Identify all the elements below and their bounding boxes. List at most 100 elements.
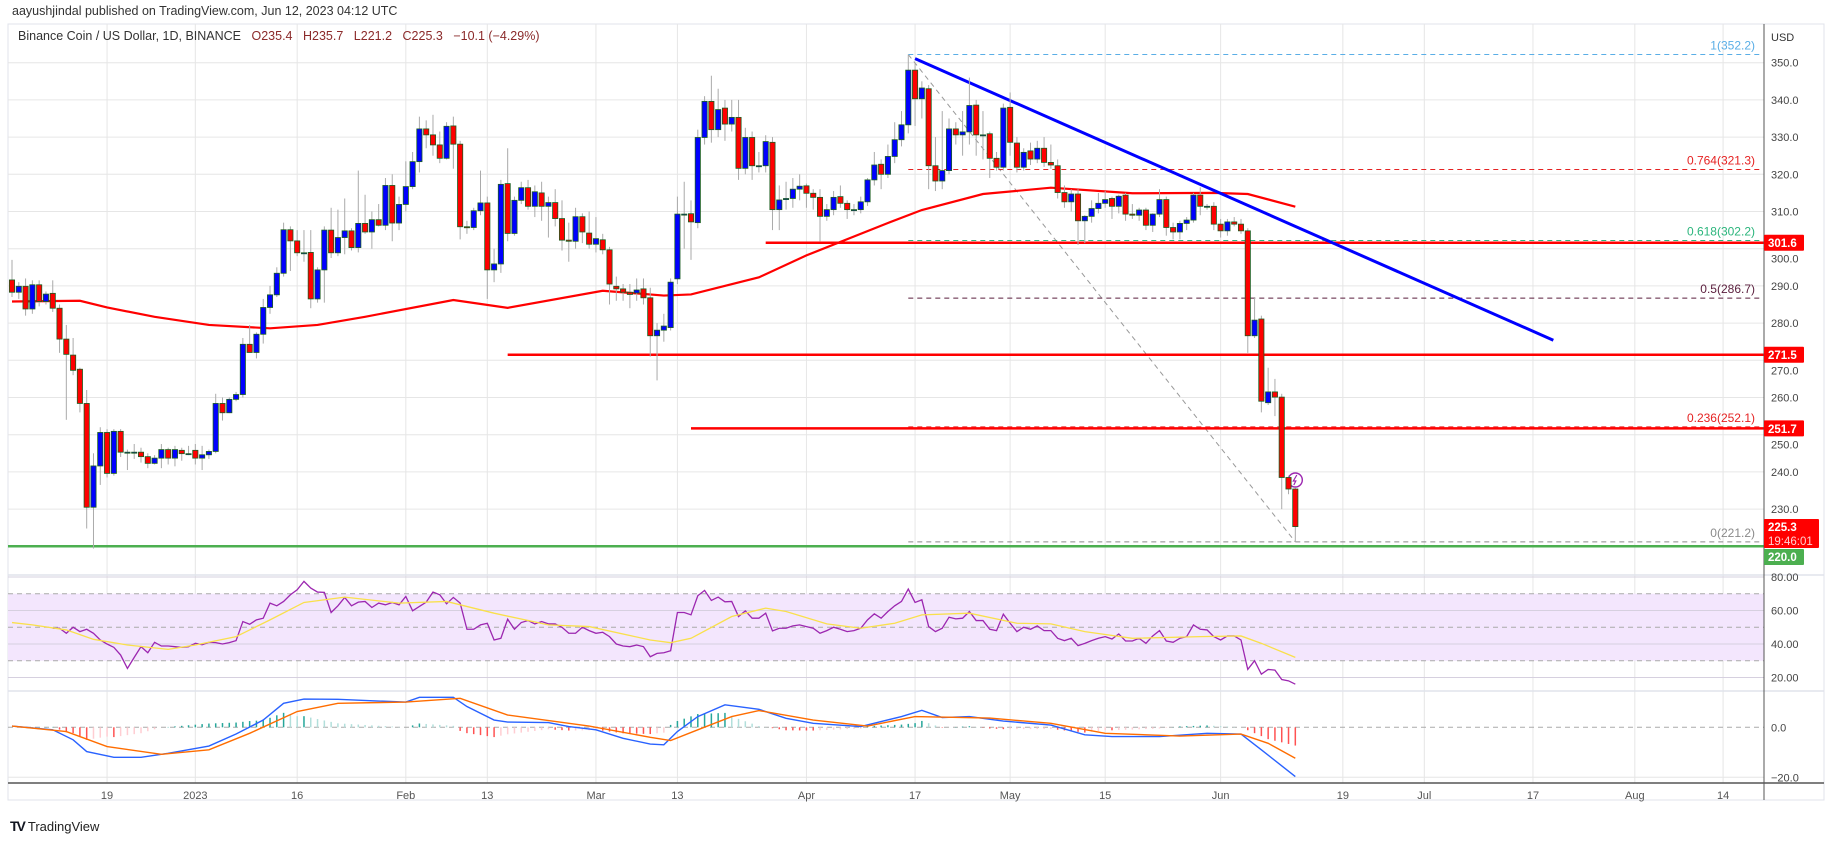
rsi-pane	[8, 576, 1764, 678]
candle-up	[871, 164, 878, 181]
macd-tick-label: 0.0	[1771, 722, 1786, 734]
candle-up	[694, 137, 701, 224]
candle-up	[674, 213, 681, 280]
price-tick-label: 330.0	[1771, 132, 1799, 144]
candle-up	[1251, 319, 1258, 337]
candle-up	[382, 185, 389, 226]
time-tick-label: 17	[909, 790, 921, 802]
candle-up	[158, 449, 165, 459]
rsi-line	[52, 580, 1296, 685]
candle-up	[864, 179, 871, 203]
candle-up	[124, 451, 131, 454]
moving-average-line	[11, 186, 1296, 330]
candle-down	[769, 141, 776, 211]
candle-up	[823, 209, 830, 217]
candle-down	[1122, 194, 1129, 215]
candle-down	[640, 288, 647, 299]
candle-up	[409, 161, 416, 187]
candle-down	[457, 143, 464, 228]
candle-down	[246, 343, 253, 353]
candle-down	[1013, 142, 1020, 168]
price-tick-label: 250.0	[1771, 439, 1799, 451]
candle-up	[891, 139, 898, 157]
time-tick-label: Jul	[1417, 790, 1431, 802]
chart-frame	[7, 23, 1825, 801]
candle-down	[613, 285, 620, 290]
candle-up	[1190, 194, 1197, 221]
price-tick-label: 290.0	[1771, 281, 1799, 293]
candle-down	[525, 187, 532, 207]
support-price-badge	[1764, 549, 1804, 565]
candle-up	[42, 293, 49, 302]
symbol-name[interactable]: Binance Coin / US Dollar, 1D, BINANCE	[18, 29, 242, 43]
level-price-label: 251.7	[1768, 424, 1797, 436]
candle-up	[796, 185, 803, 190]
candles	[8, 54, 1299, 549]
candle-up	[97, 432, 104, 467]
candle-down	[504, 183, 511, 234]
candle-down	[178, 449, 185, 455]
time-tick-label: Jun	[1212, 790, 1230, 802]
candle-down	[932, 165, 939, 182]
candle-up	[15, 285, 22, 293]
close-value: C225.3	[402, 29, 443, 43]
candle-down	[104, 432, 111, 474]
candle-down	[599, 239, 606, 251]
candle-up	[226, 398, 233, 414]
candle-up	[1000, 107, 1007, 168]
macd-tick-label: −20.0	[1771, 772, 1799, 784]
candle-down	[1142, 209, 1149, 226]
fib-diagonal-line	[907, 54, 1296, 543]
level-price-label: 301.6	[1768, 238, 1797, 250]
price-tick-label: 320.0	[1771, 169, 1799, 181]
time-tick-label: May	[1000, 790, 1021, 802]
candle-up	[1224, 221, 1231, 232]
candle-down	[1231, 221, 1238, 225]
candle-down	[56, 307, 63, 340]
candle-up	[185, 453, 192, 456]
candle-down	[708, 100, 715, 131]
candle-up	[518, 187, 525, 201]
candle-up	[1095, 202, 1102, 209]
tradingview-brand[interactable]: TV TradingView	[10, 818, 99, 834]
level-price-badge	[1764, 420, 1804, 437]
candle-up	[783, 198, 790, 200]
candle-down	[76, 368, 83, 404]
candle-up	[416, 128, 423, 163]
candle-down	[1027, 150, 1034, 160]
candle-down	[117, 430, 124, 453]
candle-down	[8, 279, 15, 293]
candle-down	[688, 213, 695, 223]
candle-up	[1034, 147, 1041, 160]
candle-up	[776, 199, 783, 211]
candle-down	[1244, 230, 1251, 337]
candle-up	[728, 116, 735, 125]
rsi-tick-label: 60.00	[1771, 606, 1799, 618]
candle-down	[144, 456, 151, 464]
fib-level-label: 1(352.2)	[1710, 39, 1755, 53]
candle-up	[443, 125, 450, 159]
candle-up	[1149, 213, 1156, 226]
candle-down	[450, 125, 457, 145]
candle-down	[1271, 391, 1278, 398]
candle-down	[348, 230, 355, 248]
candle-up	[1081, 215, 1088, 222]
brand-name: TradingView	[27, 818, 100, 834]
candle-up	[667, 281, 674, 328]
time-tick-label: 14	[1717, 790, 1729, 802]
candle-down	[83, 403, 90, 508]
candle-down	[878, 163, 885, 175]
candle-down	[1210, 205, 1217, 225]
last-price-label: 225.3	[1768, 522, 1797, 534]
candle-up	[884, 156, 891, 175]
candle-up	[830, 196, 837, 211]
candle-down	[579, 216, 586, 233]
candle-up	[681, 213, 688, 216]
price-tick-label: 310.0	[1771, 207, 1799, 219]
candle-down	[925, 88, 932, 167]
candle-up	[334, 237, 341, 254]
high-value: H235.7	[303, 29, 344, 43]
macd-line	[11, 696, 1296, 778]
candle-down	[49, 292, 56, 309]
